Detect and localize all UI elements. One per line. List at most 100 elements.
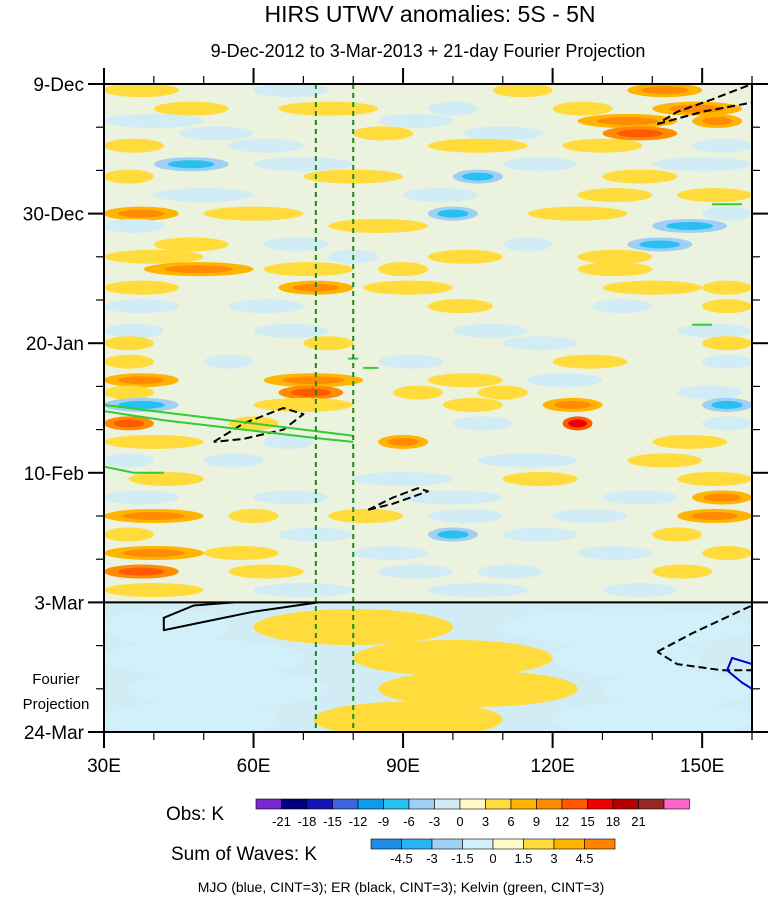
obs-colorbar-swatch [357, 798, 384, 810]
obs-anomaly-core [437, 209, 469, 218]
obs-anomaly-core [118, 567, 165, 576]
obs-anomaly-patch [477, 453, 578, 468]
obs-colorbar-title: Obs: K [166, 804, 224, 825]
waves-colorbar-swatch [401, 838, 433, 850]
obs-anomaly-patch [502, 157, 578, 172]
obs-anomaly-patch [677, 188, 752, 203]
obs-anomaly-patch [378, 354, 443, 369]
wave-contours [104, 84, 752, 690]
obs-anomaly-patch [253, 490, 329, 505]
obs-anomaly-patch [104, 169, 154, 184]
waves-colorbar-swatch [523, 838, 555, 850]
obs-anomaly-core [641, 86, 689, 95]
er-contour [656, 84, 752, 126]
obs-anomaly-patch [502, 471, 578, 486]
plot-frame [103, 83, 753, 733]
obs-anomaly-patch [702, 416, 752, 431]
obs-colorbar-label: -21 [272, 814, 291, 829]
obs-anomaly-patch [153, 237, 229, 252]
obs-colorbar-label: -15 [323, 814, 342, 829]
obs-colorbar-label: -12 [349, 814, 368, 829]
obs-anomaly-patch [303, 336, 354, 351]
obs-anomaly-patch [328, 218, 428, 233]
obs-anomaly-patch [104, 114, 204, 129]
plot-area [103, 83, 753, 733]
obs-anomaly-patch [328, 509, 404, 523]
obs-anomaly-patch [104, 280, 179, 295]
obs-colorbar-label: 6 [507, 814, 514, 829]
obs-anomaly-patch [652, 564, 713, 579]
obs-anomaly-core [437, 530, 469, 539]
obs-anomaly-patch [228, 564, 304, 579]
projection-patch [313, 701, 503, 732]
x-tick-label: 30E [87, 756, 121, 777]
obs-colorbar-swatch [587, 798, 614, 810]
waves-colorbar: -4.5 -3 -1.5 0 1.5 3 4.5 [370, 838, 616, 866]
obs-anomaly-core [568, 419, 587, 428]
obs-anomaly-patch [442, 397, 503, 412]
obs-anomaly-patch [104, 453, 154, 468]
obs-colorbar-label: -6 [403, 814, 415, 829]
x-tick-label: 60E [237, 756, 271, 777]
obs-anomaly-patch [428, 373, 503, 388]
obs-colorbar-label: -3 [429, 814, 441, 829]
obs-anomaly-patch [104, 249, 204, 264]
x-axis: 30E 60E 90E 120E 150E [87, 68, 753, 777]
obs-anomaly-patch [353, 471, 453, 486]
obs-colorbar-label: 15 [580, 814, 594, 829]
obs-anomaly-patch [104, 354, 154, 369]
obs-anomaly-patch [552, 509, 628, 523]
projection-label-line2: Projection [23, 696, 90, 713]
obs-anomaly-core [164, 265, 233, 274]
projection-patch [502, 609, 752, 646]
er-contour [213, 407, 305, 443]
obs-anomaly-patch [627, 453, 703, 468]
obs-anomaly-patch [577, 262, 653, 277]
obs-anomaly-patch [263, 237, 329, 252]
obs-anomaly-patch [378, 564, 453, 579]
obs-anomaly-patch [477, 564, 543, 579]
obs-colorbar-swatch [281, 798, 308, 810]
kelvin-contour [104, 410, 354, 443]
obs-anomaly-core [167, 160, 215, 169]
projection-patch [552, 639, 703, 676]
obs-anomaly-patch [702, 299, 752, 314]
obs-anomaly-patch [104, 84, 179, 98]
obs-anomaly-patch [702, 336, 752, 351]
projection-label-line1: Fourier [32, 671, 80, 688]
obs-anomaly-patch [353, 546, 428, 561]
obs-anomaly-patch [602, 169, 678, 184]
y-axis: 9-Dec 30-Dec 20-Jan 10-Feb 3-Mar 24-Mar [23, 75, 768, 744]
obs-colorbar-swatch [408, 798, 435, 810]
obs-anomaly-patch [363, 280, 453, 295]
projection-patch [602, 670, 752, 707]
obs-anomaly-patch [128, 471, 204, 486]
obs-anomaly-core [118, 209, 165, 218]
obs-anomaly-patch [203, 354, 254, 369]
reference-lines [314, 84, 355, 732]
obs-anomaly-patch [652, 157, 752, 172]
obs-anomaly-patch [428, 509, 503, 523]
obs-anomaly-patch [104, 323, 164, 338]
obs-anomaly-patch [492, 84, 553, 98]
waves-colorbar-label: 1.5 [514, 851, 532, 866]
obs-anomaly-patch [702, 206, 752, 221]
obs-anomaly-patch [577, 188, 653, 203]
obs-colorbar-swatch [332, 798, 359, 810]
obs-anomaly-patch [253, 157, 354, 172]
obs-anomaly-patch [203, 453, 264, 468]
obs-anomaly-patch [502, 527, 578, 542]
obs-anomaly-patch [278, 101, 379, 116]
obs-anomaly-patch [104, 434, 204, 449]
obs-colorbar-swatch [510, 798, 537, 810]
obs-anomaly-patch [203, 206, 304, 221]
obs-anomaly-core [691, 512, 738, 520]
obs-anomaly-patch [552, 101, 613, 116]
obs-anomaly-core [553, 400, 592, 409]
obs-anomaly-patch [378, 114, 453, 129]
obs-anomaly-patch [477, 385, 528, 400]
obs-anomaly-core [118, 400, 165, 409]
obs-anomaly-patch [692, 138, 752, 153]
waves-colorbar-label: 0 [489, 851, 496, 866]
obs-colorbar-swatch [383, 798, 410, 810]
